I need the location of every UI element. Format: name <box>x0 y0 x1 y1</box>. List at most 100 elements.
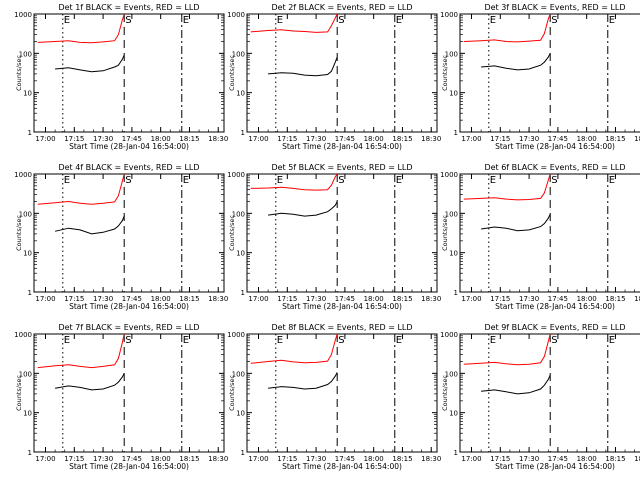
y-tick-label: 10 <box>236 90 245 98</box>
x-tick-label: 18:30 <box>208 135 228 143</box>
y-tick-label: 100 <box>19 50 32 58</box>
marker-label: E <box>490 335 496 346</box>
panel-title: Det 5f BLACK = Events, RED = LLD <box>271 163 412 172</box>
y-axis-label: Counts/sec <box>15 375 23 411</box>
y-tick-label: 1 <box>241 129 245 137</box>
marker-label: E <box>64 175 70 186</box>
x-axis-label: Start Time (28-Jan-04 16:54:00) <box>282 462 402 471</box>
x-tick-label: 18:15 <box>605 455 625 463</box>
y-tick-label: 100 <box>445 370 458 378</box>
marker-label: E <box>609 335 615 346</box>
y-tick-label: 10 <box>236 410 245 418</box>
plot-frame <box>33 333 225 453</box>
marker-label: S <box>125 15 131 26</box>
x-axis-label: Start Time (28-Jan-04 16:54:00) <box>282 302 402 311</box>
y-axis-label: Counts/sec <box>228 215 236 251</box>
series-line-lld <box>37 173 125 205</box>
y-axis-label: Counts/sec <box>441 55 449 91</box>
series-line-lld <box>250 173 338 191</box>
x-tick-label: 17:45 <box>335 135 355 143</box>
marker-label: E <box>183 15 189 26</box>
x-tick-label: 17:30 <box>306 455 326 463</box>
x-tick-label: 17:45 <box>122 135 142 143</box>
x-tick-label: 17:15 <box>64 455 84 463</box>
x-tick-label: 17:15 <box>490 135 510 143</box>
marker-label: E <box>277 15 283 26</box>
x-tick-label: 18:15 <box>392 135 412 143</box>
y-tick-label: 1000 <box>227 171 245 179</box>
y-tick-label: 1000 <box>440 11 458 19</box>
plot-frame <box>459 173 640 293</box>
y-tick-label: 100 <box>232 370 245 378</box>
y-tick-label: 10 <box>236 250 245 258</box>
x-tick-label: 17:00 <box>461 295 481 303</box>
y-tick-label: 1 <box>454 289 458 297</box>
marker-label: S <box>551 335 557 346</box>
panel-title: Det 6f BLACK = Events, RED = LLD <box>484 163 625 172</box>
y-tick-label: 100 <box>232 50 245 58</box>
y-tick-label: 10 <box>449 250 458 258</box>
y-axis-label: Counts/sec <box>228 55 236 91</box>
x-tick-label: 18:00 <box>577 295 597 303</box>
y-axis-label: Counts/sec <box>15 215 23 251</box>
x-tick-label: 18:15 <box>392 295 412 303</box>
marker-label: E <box>277 335 283 346</box>
y-axis-label: Counts/sec <box>15 55 23 91</box>
series-line-events <box>481 213 551 232</box>
marker-label: E <box>396 175 402 186</box>
series-line-events <box>55 54 125 73</box>
x-tick-label: 17:00 <box>461 455 481 463</box>
x-tick-label: 18:00 <box>151 295 171 303</box>
x-tick-label: 18:00 <box>364 295 384 303</box>
y-tick-label: 1000 <box>440 171 458 179</box>
x-tick-label: 17:15 <box>490 455 510 463</box>
x-tick-label: 17:15 <box>277 455 297 463</box>
marker-label: S <box>338 15 344 26</box>
x-tick-label: 18:15 <box>392 455 412 463</box>
x-tick-label: 18:00 <box>151 455 171 463</box>
marker-label: E <box>64 335 70 346</box>
x-tick-label: 17:45 <box>548 135 568 143</box>
plot-frame <box>459 333 640 453</box>
x-tick-label: 17:30 <box>306 295 326 303</box>
series-line-lld <box>250 13 338 33</box>
y-axis-label: Counts/sec <box>228 375 236 411</box>
y-axis-label: Counts/sec <box>441 215 449 251</box>
x-tick-label: 18:15 <box>179 455 199 463</box>
panel-title: Det 7f BLACK = Events, RED = LLD <box>58 323 199 332</box>
y-tick-label: 1 <box>28 289 32 297</box>
y-tick-label: 10 <box>23 410 32 418</box>
panel-title: Det 2f BLACK = Events, RED = LLD <box>271 3 412 12</box>
plot-frame <box>459 13 640 133</box>
series-line-lld <box>37 333 125 369</box>
x-tick-label: 18:15 <box>179 135 199 143</box>
y-tick-label: 100 <box>19 210 32 218</box>
marker-label: E <box>490 15 496 26</box>
y-tick-label: 1 <box>454 449 458 457</box>
x-tick-label: 17:15 <box>277 295 297 303</box>
plot-frame <box>246 333 438 453</box>
plot-frame <box>246 13 438 133</box>
series-line-events <box>268 201 338 217</box>
x-axis-label: Start Time (28-Jan-04 16:54:00) <box>69 462 189 471</box>
series-line-events <box>54 215 125 235</box>
series-line-lld <box>463 173 551 201</box>
series-line-lld <box>250 333 338 364</box>
x-tick-label: 17:00 <box>35 295 55 303</box>
x-tick-label: 18:30 <box>634 295 640 303</box>
x-tick-label: 17:00 <box>248 295 268 303</box>
y-tick-label: 100 <box>445 50 458 58</box>
x-tick-label: 17:30 <box>519 455 539 463</box>
x-tick-label: 17:45 <box>548 295 568 303</box>
x-axis-label: Start Time (28-Jan-04 16:54:00) <box>69 302 189 311</box>
x-tick-label: 17:15 <box>64 135 84 143</box>
y-tick-label: 100 <box>445 210 458 218</box>
x-tick-label: 17:45 <box>335 455 355 463</box>
y-tick-label: 1 <box>454 129 458 137</box>
marker-label: E <box>183 175 189 186</box>
x-tick-label: 17:30 <box>93 135 113 143</box>
y-tick-label: 1 <box>28 129 32 137</box>
x-axis-label: Start Time (28-Jan-04 16:54:00) <box>495 302 615 311</box>
